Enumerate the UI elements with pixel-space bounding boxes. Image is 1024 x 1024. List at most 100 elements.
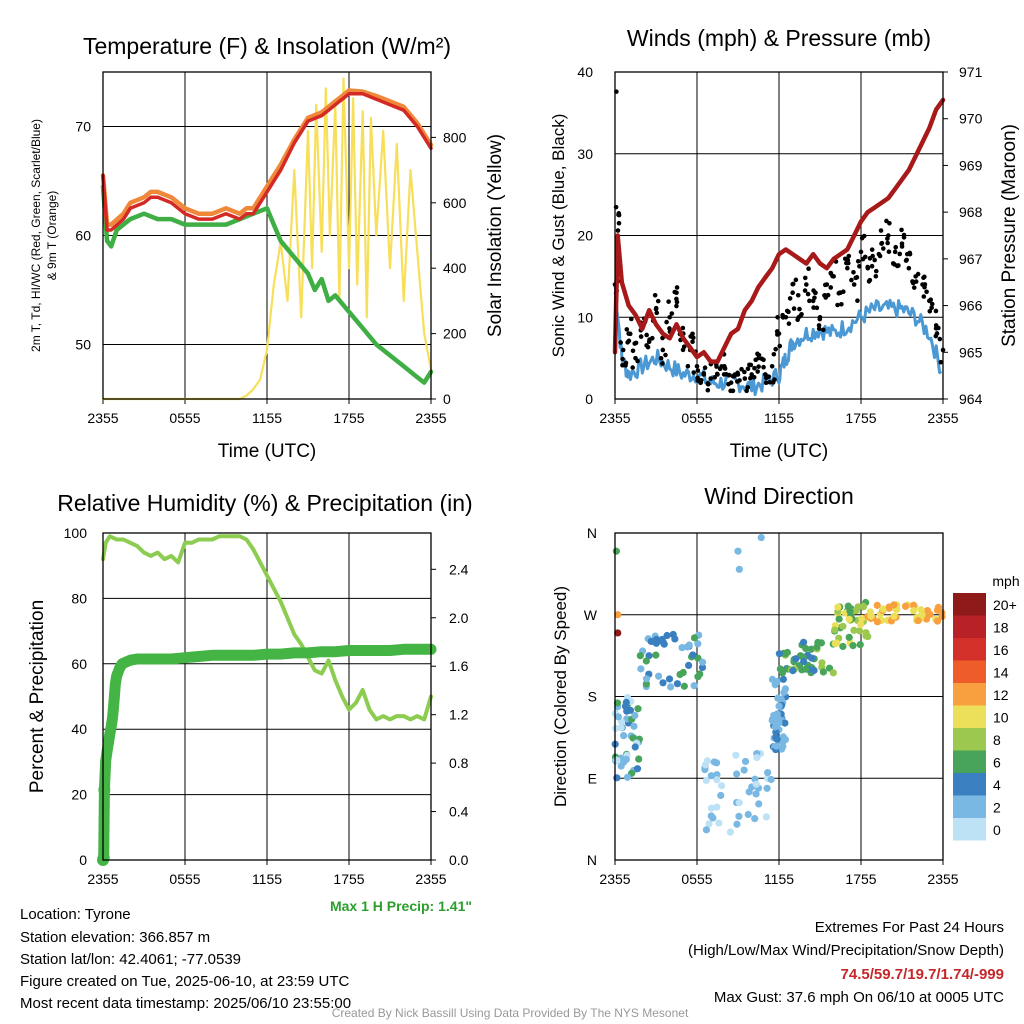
wind-speed-legend-label: 0 bbox=[993, 822, 1001, 838]
winds-x-tick-label: 1755 bbox=[845, 410, 876, 426]
winds-gust-point bbox=[892, 262, 897, 267]
wind-direction-point bbox=[676, 670, 684, 679]
temperature-x-tick-label: 2355 bbox=[87, 410, 118, 426]
winds-gust-point bbox=[858, 249, 864, 255]
wind-direction-point bbox=[707, 772, 715, 780]
winds-gust-point bbox=[752, 365, 757, 371]
winds-gust-point bbox=[708, 376, 713, 381]
wind-direction-point bbox=[753, 753, 761, 762]
winds-gust-point bbox=[616, 220, 622, 226]
winds-y-tick-label: 30 bbox=[577, 146, 593, 162]
winds-gust-point bbox=[922, 284, 927, 290]
temperature-x-tick-label: 1155 bbox=[252, 410, 282, 426]
wind-speed-legend-swatch bbox=[953, 615, 986, 638]
winds-gust-point bbox=[921, 294, 927, 299]
winds-gust-point bbox=[627, 331, 633, 337]
winds-gust-point bbox=[620, 356, 625, 362]
wind-direction-point bbox=[715, 819, 723, 827]
winds-gust-point bbox=[806, 266, 811, 272]
winds-gust-point bbox=[807, 298, 812, 304]
winds-gust-point bbox=[761, 357, 766, 363]
winds-gust-point bbox=[695, 375, 700, 381]
wind-direction-point bbox=[698, 663, 707, 672]
wind-direction-point bbox=[829, 669, 837, 677]
wind-direction-y-tick-label: W bbox=[584, 607, 598, 623]
humidity-y2-tick-label: 1.6 bbox=[449, 658, 469, 674]
winds-gust-point bbox=[911, 285, 917, 290]
wind-direction-point bbox=[933, 617, 942, 625]
winds-gust-point bbox=[669, 311, 675, 316]
winds-gust-point bbox=[828, 285, 834, 290]
wind-direction-point bbox=[780, 688, 788, 696]
winds-gust-point bbox=[702, 365, 708, 370]
wind-speed-legend-label: 16 bbox=[993, 642, 1009, 658]
winds-y-tick-label: 10 bbox=[577, 309, 593, 325]
winds-gust-point bbox=[695, 368, 701, 373]
winds-gust-point bbox=[745, 366, 751, 372]
wind-direction-point bbox=[901, 602, 910, 610]
humidity-y2-tick-label: 2.0 bbox=[449, 610, 469, 626]
winds-gust-point bbox=[660, 335, 665, 341]
winds-gust-point bbox=[742, 376, 748, 381]
winds-gust-point bbox=[625, 340, 630, 345]
winds-gust-point bbox=[751, 374, 757, 380]
winds-gust-point bbox=[652, 292, 658, 298]
winds-gust-point bbox=[876, 251, 882, 257]
winds-gust-point bbox=[885, 236, 890, 241]
winds-pressure-line bbox=[612, 97, 946, 364]
wind-speed-legend-label: 18 bbox=[993, 620, 1009, 636]
winds-gust-point bbox=[886, 249, 892, 255]
winds-gust-point bbox=[705, 387, 711, 393]
winds-gust-point bbox=[654, 310, 660, 316]
temperature-dewpoint-line bbox=[100, 184, 434, 385]
temperature-y2-tick-label: 0 bbox=[443, 391, 451, 407]
winds-gust-point bbox=[799, 311, 804, 317]
winds-gust-point bbox=[630, 348, 636, 354]
wind-direction-point bbox=[614, 713, 623, 721]
winds-gust-point bbox=[755, 351, 760, 357]
winds-gust-point bbox=[812, 295, 817, 301]
winds-gust-point bbox=[795, 292, 801, 298]
humidity-plot-frame bbox=[102, 532, 432, 861]
extremes-values: 74.5/59.7/19.7/1.74/-999 bbox=[840, 966, 1004, 983]
winds-gust-point bbox=[719, 364, 724, 369]
wind-direction-point bbox=[752, 780, 760, 788]
wind-speed-legend-label: 12 bbox=[993, 687, 1009, 703]
winds-gust-point bbox=[763, 380, 769, 386]
wind-direction-point bbox=[741, 757, 750, 766]
winds-gust-point bbox=[694, 364, 700, 369]
winds-gust-point bbox=[770, 380, 776, 385]
wind-direction-point bbox=[775, 719, 783, 727]
wind-direction-point bbox=[779, 675, 787, 683]
wind-direction-point bbox=[709, 814, 717, 822]
wind-direction-point bbox=[669, 630, 677, 639]
winds-gust-point bbox=[745, 385, 751, 390]
wind-direction-point bbox=[631, 743, 639, 751]
winds-gust-point bbox=[623, 363, 628, 368]
wind-direction-point bbox=[726, 828, 734, 836]
winds-gust-point bbox=[624, 327, 630, 332]
wind-speed-legend-swatch bbox=[953, 818, 986, 841]
winds-gust-point bbox=[615, 228, 621, 233]
temperature-y2-tick-label: 200 bbox=[443, 326, 467, 342]
wind-direction-point bbox=[808, 654, 816, 662]
wind-direction-point bbox=[810, 666, 818, 674]
winds-gust-point bbox=[630, 365, 635, 370]
wind-speed-legend-swatch bbox=[953, 728, 986, 751]
humidity-y-tick-label: 100 bbox=[64, 525, 88, 541]
wind-speed-legend-label: 2 bbox=[993, 800, 1001, 816]
wind-direction-point bbox=[694, 654, 702, 662]
info-elevation: Station elevation: 366.857 m bbox=[20, 929, 211, 946]
winds-gust-point bbox=[680, 325, 686, 331]
wind-direction-point bbox=[642, 680, 650, 688]
winds-gust-point bbox=[928, 297, 934, 303]
wind-direction-y-tick-label: S bbox=[588, 689, 597, 705]
wind-direction-point bbox=[807, 645, 815, 653]
winds-gust-point bbox=[873, 268, 879, 274]
winds-gust-point bbox=[660, 347, 666, 353]
winds-gust-point bbox=[664, 319, 669, 325]
winds-gust-point bbox=[747, 362, 752, 368]
wind-direction-point bbox=[800, 657, 808, 666]
wind-speed-legend-label: 20+ bbox=[993, 597, 1017, 613]
winds-gust-point bbox=[691, 370, 697, 375]
